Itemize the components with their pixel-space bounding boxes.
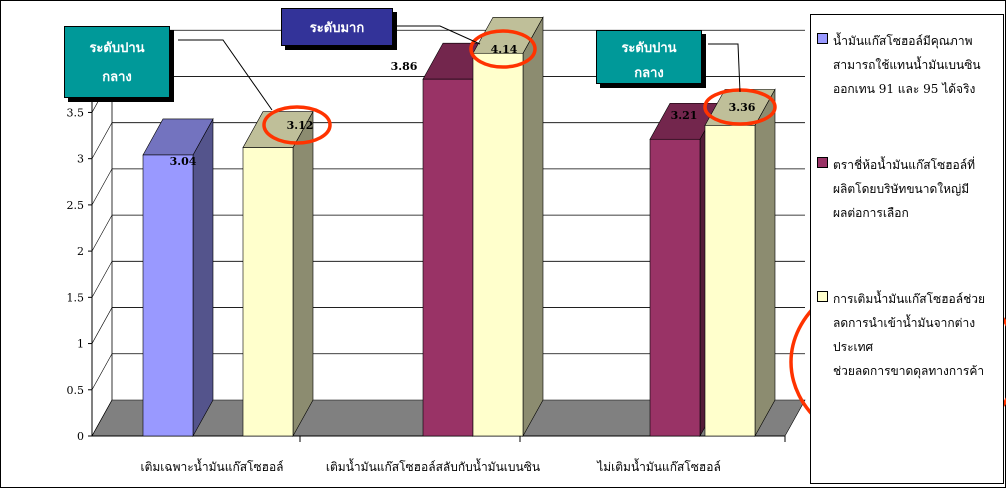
data-label: 3.86 [391, 60, 418, 73]
bar [142, 154, 194, 437]
legend-label: ตราชี่ห้อน้ำมันแก๊สโซฮอล์ที่ ผลิตโดยบริษ… [833, 153, 1003, 225]
legend-line: สามารถใช้แทนน้ำมันเบนซิน [833, 58, 981, 72]
grid-side-line [91, 399, 113, 437]
y-tick-label: 1 [77, 338, 84, 351]
callout-line2: กลาง [102, 70, 132, 85]
legend-label: น้ำมันแก๊สโซฮอล์มีคุณภาพ สามารถใช้แทนน้ำ… [833, 29, 1003, 101]
legend-line: ลดการนำเข้าน้ำมันจากต่างประเทศ [833, 316, 976, 354]
y-tick-label: 2.5 [67, 199, 85, 212]
legend-label: การเติมน้ำมันแก๊สโซฮอล์ช่วย ลดการนำเข้าน… [833, 287, 1003, 383]
legend-swatch [817, 33, 828, 44]
bar [242, 147, 294, 437]
bar [422, 78, 474, 437]
chart-legend: น้ำมันแก๊สโซฮอล์มีคุณภาพ สามารถใช้แทนน้ำ… [810, 14, 1004, 484]
callout-line1: ระดับมาก [309, 21, 365, 36]
data-label: 3.21 [671, 109, 698, 122]
data-label: 4.14 [491, 43, 518, 56]
y-tick-label: 0 [77, 430, 84, 443]
callout-connector [708, 43, 741, 93]
grid-side-line [91, 307, 113, 344]
grid-side-line [91, 168, 113, 206]
callout-connector [178, 39, 273, 111]
callout-line1: ระดับปาน [621, 41, 677, 56]
y-tick-label: 2 [77, 245, 84, 258]
legend-swatch [817, 157, 828, 168]
highlight-ellipse [262, 105, 332, 145]
highlight-ellipse [469, 29, 537, 69]
callout-medium-level-1: ระดับปาน กลาง [64, 26, 170, 98]
y-tick-label: 3 [77, 153, 84, 166]
callout-high-level: ระดับมาก [281, 8, 393, 46]
x-category-label: เติมน้ำมันแก๊สโซฮอล์สลับกับน้ำมันเบนซิน [325, 460, 541, 474]
bar [649, 138, 701, 437]
data-label: 3.04 [170, 155, 197, 168]
legend-line: ผลต่อการเลือก [833, 206, 909, 220]
data-label: 3.36 [729, 101, 756, 114]
grid-side-line [91, 353, 113, 390]
y-tick-label: 0.5 [67, 384, 85, 397]
grid-side-line [91, 122, 113, 159]
legend-line: ตราชี่ห้อน้ำมันแก๊สโซฮอล์ที่ [833, 158, 976, 172]
legend-line: ช่วยลดการขาดดุลทางการค้า [833, 364, 985, 378]
bar [704, 125, 756, 437]
callout-connector [394, 25, 481, 45]
y-tick-label: 1.5 [67, 291, 85, 304]
callout-line2: กลาง [634, 66, 664, 81]
bar [472, 52, 524, 437]
legend-line: ผลิตโดยบริษัทขนาดใหญ่มี [833, 182, 970, 196]
bar-side [754, 88, 776, 438]
x-category-label: ไม่เติมน้ำมันแก๊สโซฮอล์ [597, 460, 721, 474]
legend-line: ออกเทน 91 และ 95 ได้จริง [833, 82, 976, 96]
grid-side-line [91, 214, 113, 252]
bar-side [292, 110, 314, 438]
callout-line1: ระดับปาน [89, 41, 145, 56]
y-tick-label: 3.5 [67, 106, 85, 119]
callout-medium-level-2: ระดับปาน กลาง [596, 30, 702, 84]
legend-line: น้ำมันแก๊สโซฮอล์มีคุณภาพ [833, 34, 973, 48]
legend-swatch [817, 291, 828, 302]
grid-side-line [91, 261, 113, 298]
data-label: 3.12 [287, 119, 314, 132]
x-category-label: เติมเฉพาะน้ำมันแก๊สโซฮอล์ [140, 460, 284, 474]
legend-line: การเติมน้ำมันแก๊สโซฮอล์ช่วย [833, 292, 986, 306]
bar-side [522, 16, 544, 438]
